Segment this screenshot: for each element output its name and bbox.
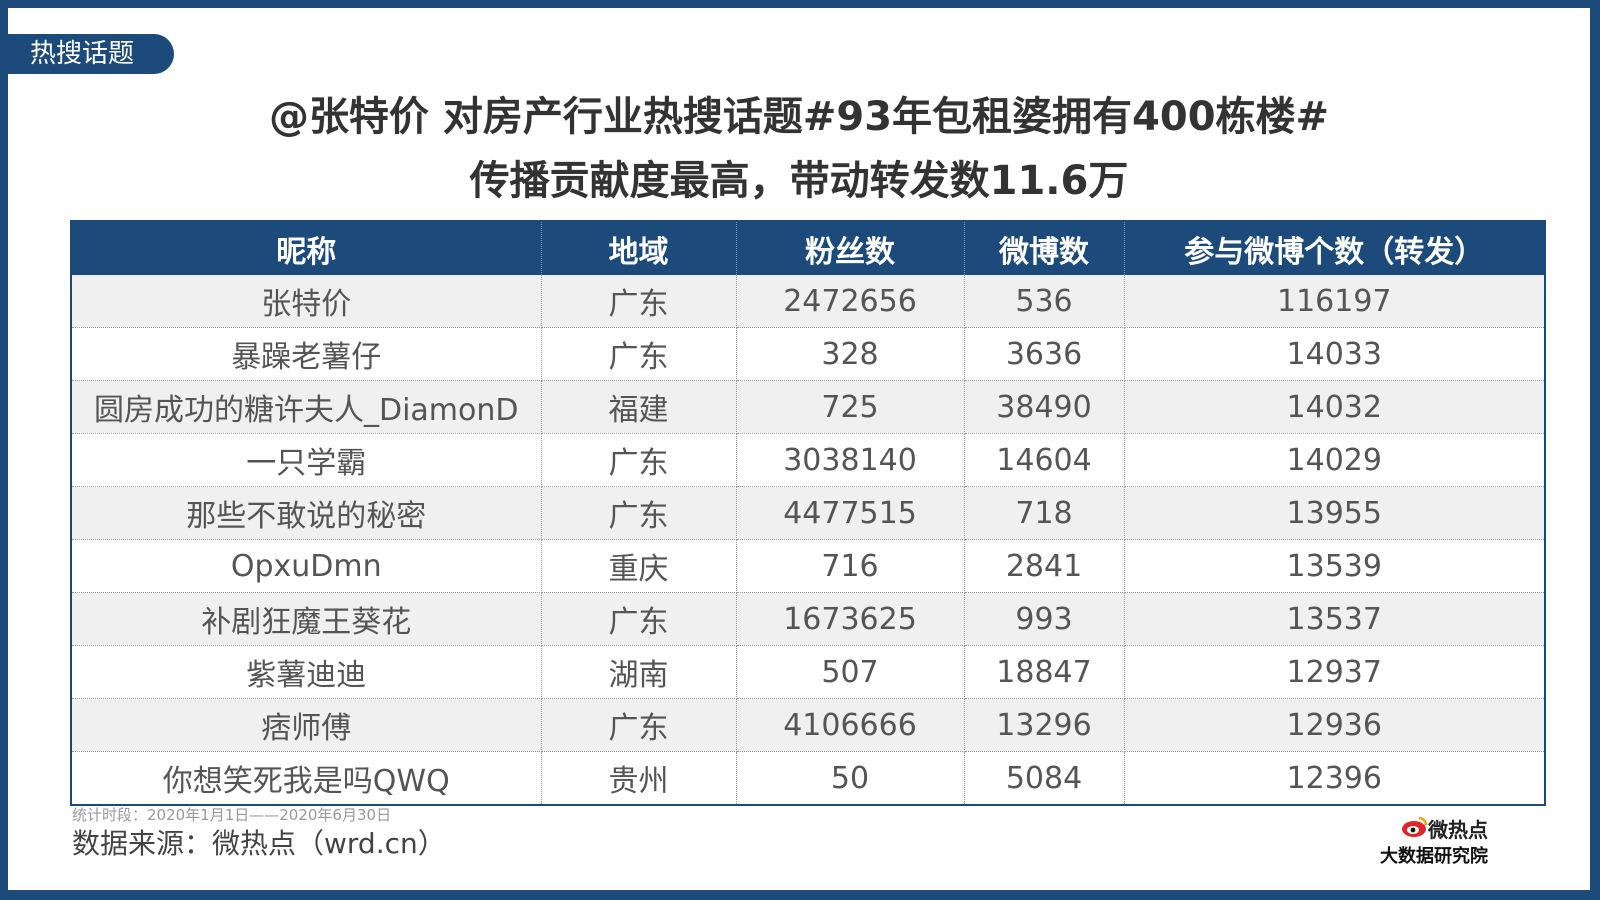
cell-reposts: 12937 <box>1124 645 1545 699</box>
cell-followers: 4106666 <box>736 698 965 752</box>
logo-subtitle: 大数据研究院 <box>1380 846 1488 867</box>
cell-posts: 38490 <box>964 380 1125 434</box>
cell-region: 福建 <box>541 380 737 434</box>
table-row: 一只学霸 广东 3038140 14604 14029 <box>71 433 1545 487</box>
cell-followers: 3038140 <box>736 433 965 487</box>
brand-logo: 微热点 大数据研究院 <box>1378 814 1528 874</box>
cell-region: 广东 <box>541 433 737 487</box>
cell-reposts: 116197 <box>1124 275 1545 328</box>
cell-reposts: 14033 <box>1124 327 1545 381</box>
slide-title-line2: 传播贡献度最高，带动转发数11.6万 <box>469 158 1129 204</box>
cell-reposts: 14029 <box>1124 433 1545 487</box>
cell-posts: 993 <box>964 592 1125 646</box>
weibo-eye-icon <box>1402 816 1428 837</box>
header-reposts: 参与微博个数（转发） <box>1124 221 1545 275</box>
cell-nickname: 紫薯迪迪 <box>71 645 542 699</box>
cell-region: 广东 <box>541 327 737 381</box>
cell-followers: 2472656 <box>736 275 965 328</box>
cell-followers: 716 <box>736 539 965 593</box>
cell-nickname: 补剧狂魔王葵花 <box>71 592 542 646</box>
cell-reposts: 12936 <box>1124 698 1545 752</box>
cell-reposts: 12396 <box>1124 751 1545 806</box>
table-row: 你想笑死我是吗QWQ 贵州 50 5084 12396 <box>71 751 1545 806</box>
slide-title-line1: @张特价 对房产行业热搜话题#93年包租婆拥有400栋楼# <box>268 94 1330 140</box>
cell-posts: 3636 <box>964 327 1125 381</box>
cell-reposts: 13537 <box>1124 592 1545 646</box>
cell-followers: 507 <box>736 645 965 699</box>
cell-posts: 14604 <box>964 433 1125 487</box>
cell-region: 广东 <box>541 486 737 540</box>
cell-posts: 536 <box>964 275 1125 328</box>
cell-region: 广东 <box>541 698 737 752</box>
cell-region: 重庆 <box>541 539 737 593</box>
table-row: 那些不敢说的秘密 广东 4477515 718 13955 <box>71 486 1545 540</box>
cell-reposts: 13955 <box>1124 486 1545 540</box>
cell-followers: 328 <box>736 327 965 381</box>
slide: 热搜话题 @张特价 对房产行业热搜话题#93年包租婆拥有400栋楼# 传播贡献度… <box>8 8 1590 890</box>
cell-posts: 13296 <box>964 698 1125 752</box>
cell-nickname: 那些不敢说的秘密 <box>71 486 542 540</box>
table-row: 暴躁老薯仔 广东 328 3636 14033 <box>71 327 1545 381</box>
table-row: 张特价 广东 2472656 536 116197 <box>71 275 1545 328</box>
cell-region: 湖南 <box>541 645 737 699</box>
ranking-table: 昵称 地域 粉丝数 微博数 参与微博个数（转发） 张特价 广东 2472656 … <box>70 220 1546 806</box>
header-followers: 粉丝数 <box>736 221 965 275</box>
header-region: 地域 <box>541 221 737 275</box>
cell-nickname: 圆房成功的糖许夫人_DiamonD <box>71 380 542 434</box>
topic-badge: 热搜话题 <box>8 34 174 74</box>
table-row: OpxuDmn 重庆 716 2841 13539 <box>71 539 1545 593</box>
cell-followers: 1673625 <box>736 592 965 646</box>
cell-reposts: 14032 <box>1124 380 1545 434</box>
cell-nickname: 痞师傅 <box>71 698 542 752</box>
table-row: 圆房成功的糖许夫人_DiamonD 福建 725 38490 14032 <box>71 380 1545 434</box>
header-posts: 微博数 <box>964 221 1125 275</box>
cell-region: 广东 <box>541 592 737 646</box>
cell-nickname: OpxuDmn <box>71 539 542 593</box>
cell-reposts: 13539 <box>1124 539 1545 593</box>
stat-period: 统计时段：2020年1月1日——2020年6月30日 <box>72 806 392 824</box>
cell-posts: 2841 <box>964 539 1125 593</box>
cell-posts: 18847 <box>964 645 1125 699</box>
cell-followers: 4477515 <box>736 486 965 540</box>
cell-nickname: 你想笑死我是吗QWQ <box>71 751 542 806</box>
cell-region: 贵州 <box>541 751 737 806</box>
table-row: 痞师傅 广东 4106666 13296 12936 <box>71 698 1545 752</box>
table-row: 紫薯迪迪 湖南 507 18847 12937 <box>71 645 1545 699</box>
data-source: 数据来源：微热点（wrd.cn） <box>72 827 446 860</box>
cell-nickname: 张特价 <box>71 275 542 328</box>
table-header-row: 昵称 地域 粉丝数 微博数 参与微博个数（转发） <box>71 221 1545 275</box>
logo-brand: 微热点 <box>1428 818 1488 842</box>
cell-region: 广东 <box>541 275 737 328</box>
header-nickname: 昵称 <box>71 221 542 275</box>
cell-posts: 5084 <box>964 751 1125 806</box>
cell-posts: 718 <box>964 486 1125 540</box>
cell-followers: 725 <box>736 380 965 434</box>
cell-nickname: 一只学霸 <box>71 433 542 487</box>
table-row: 补剧狂魔王葵花 广东 1673625 993 13537 <box>71 592 1545 646</box>
cell-followers: 50 <box>736 751 965 806</box>
cell-nickname: 暴躁老薯仔 <box>71 327 542 381</box>
